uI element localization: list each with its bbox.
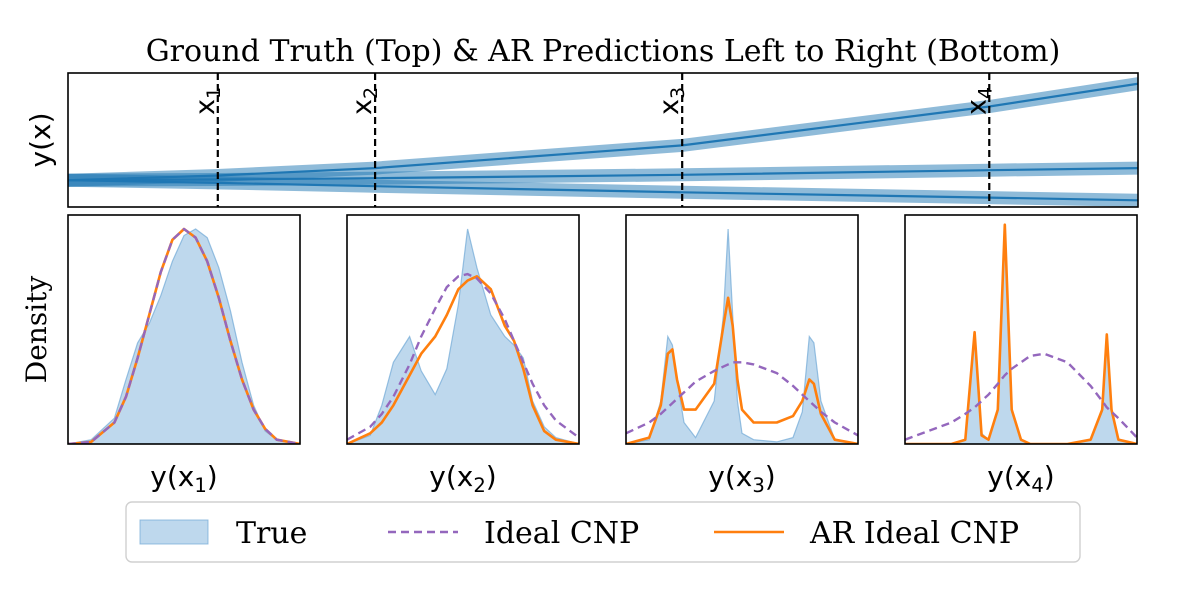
density-axes-frame [904,214,1138,445]
marker-label-sub: 3 [667,87,689,99]
marker-label-main: x [961,99,992,115]
marker-label-x1: x1 [190,87,225,115]
density-panel-3: y(x3) [625,214,859,497]
true-density-area [626,228,858,444]
density-xlabel-1-sub: 1 [194,474,206,497]
marker-label-main: x [347,99,378,115]
density-axes-frame [625,214,859,445]
density-xlabel-4-main: y(x [987,460,1031,493]
density-xlabel-4-sub: 4 [1031,474,1043,497]
density-xlabel-4: y(x4) [987,460,1054,497]
density-ylabel: Density [20,276,53,384]
bottom-panels: y(x1) y(x2) y(x3) y(x4)Density [20,214,1138,497]
density-xlabel-3-sub: 3 [752,474,764,497]
legend-swatch-true [139,519,209,545]
marker-label-sub: 2 [360,87,382,99]
legend-box [125,501,1081,563]
marker-label-sub: 1 [203,87,225,99]
top-ylabel: y(x) [24,113,57,168]
density-xlabel-3-end: ) [765,460,776,493]
ar-ideal-cnp-line [626,296,858,444]
ar-ideal-cnp-line [347,275,579,444]
density-xlabel-1-end: ) [207,460,218,493]
legend-item-1: True [139,516,307,551]
density-xlabel-1-main: y(x [150,460,194,493]
density-xlabel-2-sub: 2 [473,474,485,497]
ideal-cnp-line [905,352,1137,441]
density-xlabel-1: y(x1) [150,460,217,497]
legend-label-1: True [236,516,307,551]
density-xlabel-2: y(x2) [429,460,496,497]
ar-ideal-cnp-line [905,223,1137,444]
ideal-cnp-line [347,272,579,441]
marker-label-main: x [190,99,221,115]
true-density-area [68,228,300,444]
true-density-area [347,228,579,444]
density-xlabel-2-end: ) [486,460,497,493]
density-xlabel-2-main: y(x [429,460,473,493]
figure-title: Ground Truth (Top) & AR Predictions Left… [146,34,1061,69]
legend: True Ideal CNP AR Ideal CNP [125,501,1081,563]
marker-label-main: x [654,99,685,115]
marker-label-x4: x4 [961,87,996,115]
ideal-cnp-line [68,227,300,444]
density-panel-4: y(x4) [904,214,1138,497]
marker-label-x2: x2 [347,87,382,115]
density-axes-frame [346,214,580,445]
density-panel-2: y(x2) [346,214,580,497]
legend-label-2: Ideal CNP [484,516,639,551]
density-xlabel-3: y(x3) [708,460,775,497]
ideal-cnp-line [626,361,858,437]
density-panel-1: y(x1) [67,214,301,497]
legend-label-3: AR Ideal CNP [809,516,1019,551]
legend-item-3: AR Ideal CNP [714,516,1019,551]
density-xlabel-4-end: ) [1044,460,1055,493]
density-axes-frame [67,214,301,445]
legend-item-2: Ideal CNP [388,516,639,551]
density-xlabel-3-main: y(x [708,460,752,493]
marker-label-x3: x3 [654,87,689,115]
top-mean-3 [68,179,1138,202]
marker-label-sub: 4 [974,87,996,99]
top-axes-frame [67,72,1139,208]
